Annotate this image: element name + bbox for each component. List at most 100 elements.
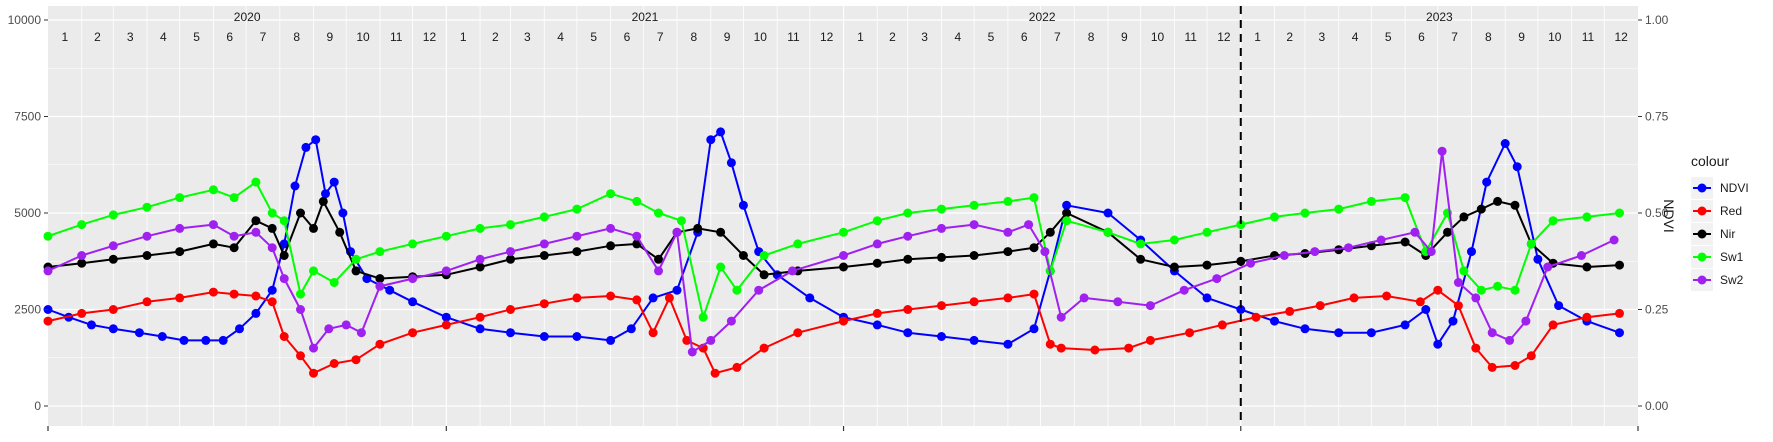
point-sw2: [506, 247, 515, 257]
point-sw2: [1576, 251, 1586, 260]
month-label: 8: [293, 30, 300, 44]
point-red: [759, 343, 769, 353]
month-label: 2: [1286, 30, 1293, 44]
point-ndvi: [1482, 177, 1492, 187]
right-y-axis: 0.00 0.25 0.50 0.75 1.00: [1638, 13, 1669, 413]
point-ndvi: [408, 297, 418, 307]
month-label: 5: [193, 30, 200, 44]
point-nir: [1003, 247, 1013, 257]
point-ndvi: [1003, 339, 1013, 349]
month-label: 4: [1352, 30, 1359, 44]
point-sw2: [1003, 227, 1013, 237]
month-label: 4: [954, 30, 961, 44]
point-sw1: [539, 212, 549, 222]
point-sw1: [77, 220, 87, 230]
point-sw1: [1459, 266, 1469, 276]
year-label: 2020: [234, 10, 261, 24]
point-red: [1382, 291, 1392, 301]
month-label: 9: [327, 30, 334, 44]
point-nir: [693, 223, 703, 233]
point-ndvi: [1533, 254, 1543, 264]
point-ndvi: [311, 135, 321, 145]
legend-key-dot: [1697, 229, 1707, 239]
legend-key-dot: [1697, 252, 1707, 262]
point-ndvi: [475, 324, 485, 334]
point-sw2: [229, 231, 239, 241]
point-sw2: [1246, 258, 1256, 268]
month-label: 7: [657, 30, 664, 44]
point-sw2: [1145, 301, 1155, 311]
point-sw2: [324, 324, 334, 334]
point-red: [1548, 320, 1558, 330]
point-ndvi: [1202, 293, 1212, 303]
month-label: 7: [1054, 30, 1061, 44]
point-sw2: [787, 266, 797, 276]
point-red: [296, 351, 305, 361]
point-ndvi: [506, 328, 515, 338]
month-label: 10: [1548, 30, 1562, 44]
point-red: [1029, 289, 1039, 299]
year-label: 2022: [1029, 10, 1056, 24]
point-ndvi: [1103, 208, 1113, 218]
point-sw1: [142, 202, 152, 212]
point-nir: [738, 251, 748, 260]
point-sw1: [267, 208, 277, 218]
point-sw2: [1471, 293, 1481, 303]
point-nir: [839, 262, 848, 272]
point-sw2: [208, 220, 218, 230]
month-label: 11: [787, 30, 800, 44]
left-tick-label: 2500: [14, 303, 41, 317]
point-red: [539, 299, 549, 309]
point-red: [408, 328, 418, 338]
point-sw1: [1510, 285, 1520, 295]
point-red: [1124, 343, 1134, 353]
point-sw1: [698, 312, 708, 322]
right-tick-label: 0.50: [1645, 206, 1669, 220]
point-sw2: [375, 281, 385, 291]
point-nir: [296, 208, 305, 218]
month-label: 1: [857, 30, 864, 44]
point-red: [632, 295, 642, 305]
point-ndvi: [157, 332, 167, 341]
month-label: 3: [921, 30, 928, 44]
point-sw2: [475, 254, 485, 264]
point-red: [351, 355, 361, 365]
point-ndvi: [738, 200, 748, 210]
month-label: 10: [754, 30, 768, 44]
point-red: [664, 293, 674, 303]
point-sw1: [572, 204, 582, 214]
legend: colour NDVI Red Nir Sw1 Sw2: [1691, 153, 1749, 291]
point-red: [1453, 301, 1463, 311]
point-sw1: [1202, 227, 1212, 237]
point-sw1: [732, 285, 742, 295]
point-red: [1251, 312, 1261, 322]
point-ndvi: [672, 285, 682, 295]
month-label: 6: [1021, 30, 1028, 44]
point-red: [839, 316, 848, 326]
point-ndvi: [1500, 139, 1510, 148]
point-sw1: [1300, 208, 1310, 218]
point-sw1: [937, 204, 946, 214]
point-red: [506, 305, 515, 314]
point-nir: [1493, 196, 1503, 206]
point-red: [1615, 308, 1624, 318]
point-sw1: [408, 239, 418, 249]
month-label: 6: [1418, 30, 1425, 44]
month-label: 1: [1254, 30, 1261, 44]
point-ndvi: [1029, 324, 1039, 334]
point-ndvi: [716, 127, 726, 137]
point-red: [682, 335, 692, 345]
point-nir: [937, 252, 946, 262]
point-red: [77, 308, 87, 318]
right-tick-label: 1.00: [1645, 13, 1669, 27]
point-sw2: [1505, 335, 1515, 345]
point-ndvi: [1467, 247, 1476, 257]
point-ndvi: [1448, 316, 1458, 326]
point-ndvi: [1236, 305, 1246, 314]
month-label: 2: [889, 30, 896, 44]
point-red: [572, 293, 582, 303]
point-sw1: [793, 239, 803, 249]
point-nir: [1582, 262, 1592, 272]
point-sw1: [279, 216, 289, 226]
